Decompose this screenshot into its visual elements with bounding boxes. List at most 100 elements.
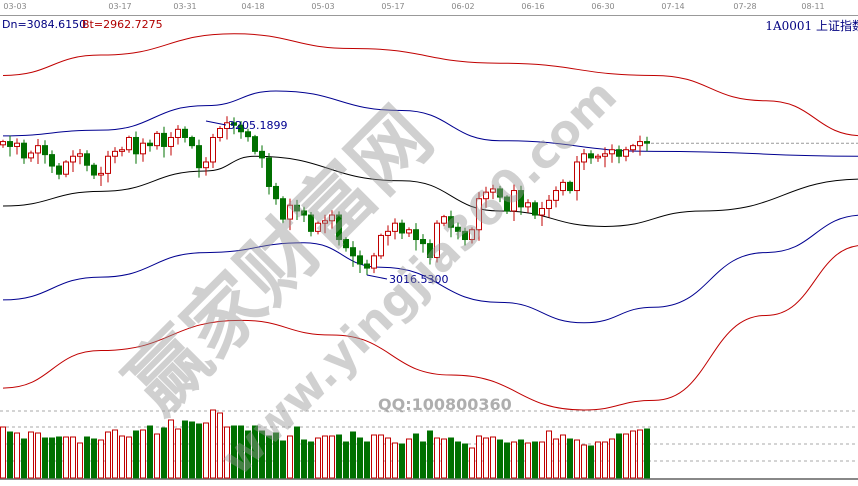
- candle-up: [483, 191, 489, 200]
- candle-up: [602, 153, 608, 157]
- candle-down: [238, 124, 244, 133]
- volume-bar-up: [406, 438, 412, 479]
- volume-bar-up: [203, 422, 209, 479]
- candle-down: [21, 142, 27, 159]
- volume-bar-up: [595, 441, 601, 479]
- volume-bar-up: [224, 426, 230, 479]
- x-tick-label: 06-30: [591, 2, 615, 11]
- candle-up: [287, 204, 293, 220]
- volume-bar-up: [98, 439, 104, 479]
- volume-bar-down: [427, 430, 433, 479]
- volume-bar-down: [497, 439, 503, 479]
- candle-up: [105, 155, 111, 174]
- band-line-inner-upper: [2, 90, 858, 157]
- volume-bar-up: [175, 428, 181, 479]
- volume-bar-up: [70, 436, 76, 479]
- volume-bar-up: [154, 433, 160, 479]
- candle-down: [273, 185, 279, 200]
- volume-bar-down: [532, 441, 538, 479]
- candle-up: [168, 136, 174, 147]
- candle-down: [266, 157, 272, 187]
- volume-bar-up: [539, 441, 545, 479]
- candle-up: [392, 222, 398, 232]
- volume-bar-down: [294, 426, 300, 479]
- candle-up: [217, 128, 223, 138]
- volume-bar-down: [189, 421, 195, 479]
- x-tick-label: 03-31: [173, 2, 197, 11]
- volume-bar-down: [245, 430, 251, 479]
- volume-bar-down: [182, 420, 188, 479]
- volume-bar-down: [518, 439, 524, 479]
- candle-down: [259, 150, 265, 159]
- volume-bar-down: [147, 425, 153, 479]
- candle-up: [63, 161, 69, 175]
- volume-bar-up: [168, 419, 174, 479]
- candle-up: [0, 141, 6, 146]
- volume-bar-up: [105, 431, 111, 479]
- candle-down: [245, 131, 251, 138]
- x-tick-label: 06-02: [451, 2, 475, 11]
- volume-bar-up: [609, 438, 615, 479]
- volume-bar-up: [315, 437, 321, 479]
- candle-down: [462, 230, 468, 241]
- candle-down: [455, 226, 461, 232]
- volume-bar-down: [336, 434, 342, 479]
- candle-down: [420, 239, 426, 245]
- candle-up: [553, 190, 559, 201]
- volume-bar-down: [462, 443, 468, 479]
- candle-down: [56, 165, 62, 175]
- candle-down: [364, 263, 370, 269]
- candle-up: [441, 216, 447, 224]
- volume-bar-down: [91, 438, 97, 479]
- candle-up: [511, 190, 517, 212]
- volume-bar-down: [280, 440, 286, 479]
- candle-up: [637, 141, 643, 147]
- volume-bar-down: [343, 441, 349, 479]
- volume-bar-up: [630, 430, 636, 479]
- candle-down: [644, 141, 650, 144]
- candle-up: [14, 142, 20, 147]
- candle-up: [595, 155, 601, 159]
- candle-down: [147, 142, 153, 147]
- volume-bar-up: [287, 435, 293, 479]
- volume-bar-up: [483, 437, 489, 479]
- candle-up: [315, 222, 321, 232]
- candle-up: [476, 198, 482, 231]
- volume-bar-up: [112, 429, 118, 479]
- candle-up: [28, 152, 34, 159]
- band-line-outer-lower: [2, 245, 858, 411]
- candle-up: [434, 222, 440, 258]
- volume-bar-down: [413, 433, 419, 479]
- candle-down: [497, 188, 503, 198]
- candle-down: [448, 216, 454, 228]
- candle-down: [616, 149, 622, 157]
- candle-down: [301, 210, 307, 216]
- volume-bar-down: [21, 438, 27, 479]
- volume-bar-up: [35, 432, 41, 479]
- candle-up: [630, 145, 636, 151]
- candle-up: [35, 145, 41, 154]
- volume-bar-up: [441, 438, 447, 479]
- volume-bar-down: [196, 423, 202, 479]
- volume-bar-up: [469, 447, 475, 479]
- volume-bar-down: [259, 430, 265, 479]
- candle-up: [322, 220, 328, 224]
- volume-bar-down: [133, 430, 139, 479]
- candle-up: [154, 132, 160, 147]
- candle-up: [560, 181, 566, 192]
- candle-up: [140, 142, 146, 155]
- candle-down: [413, 229, 419, 241]
- candle-down: [532, 202, 538, 216]
- volume-bar-down: [56, 436, 62, 479]
- candle-up: [98, 172, 104, 176]
- candle-up: [77, 153, 83, 157]
- volume-bar-up: [476, 435, 482, 479]
- candle-up: [574, 161, 580, 192]
- candle-up: [175, 128, 181, 138]
- volume-bar-up: [329, 435, 335, 479]
- candle-down: [504, 196, 510, 212]
- x-tick-label: 03-03: [3, 2, 27, 11]
- volume-bar-down: [644, 428, 650, 479]
- volume-bar-up: [371, 434, 377, 479]
- x-tick-label: 04-18: [241, 2, 265, 11]
